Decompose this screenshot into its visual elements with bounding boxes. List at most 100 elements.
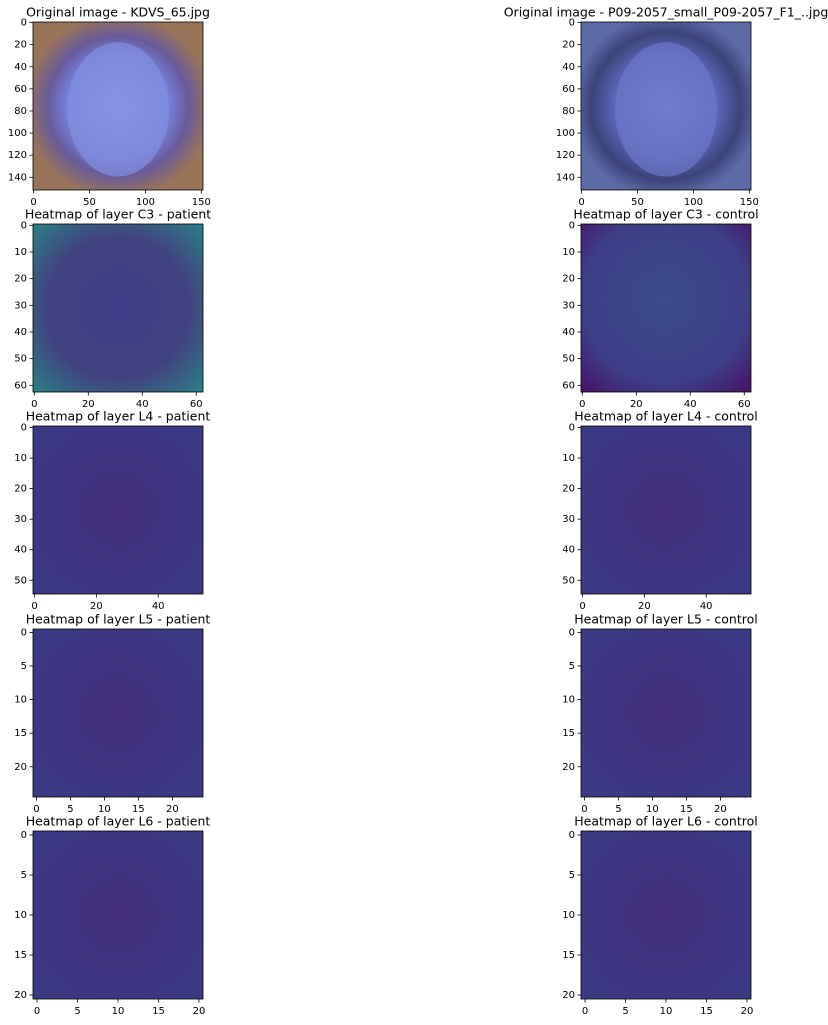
x-tick-label: 15 <box>132 804 145 815</box>
y-tick-label: 30 <box>14 514 27 525</box>
y-tick-label: 20 <box>562 990 575 1001</box>
panel-title: Original image - P09-2057_small_P09-2057… <box>504 5 828 20</box>
y-tick-label: 60 <box>562 84 575 95</box>
y-tick-label: 20 <box>14 990 27 1001</box>
image <box>581 831 751 999</box>
y-tick-label: 0 <box>21 627 27 638</box>
y-tick-label: 80 <box>562 106 575 117</box>
panel-title: Heatmap of layer L5 - control <box>574 612 757 627</box>
x-tick-label: 50 <box>631 197 644 208</box>
y-tick-label: 50 <box>14 354 27 365</box>
x-tick-label: 5 <box>67 804 73 815</box>
x-tick-label: 0 <box>34 1006 40 1017</box>
y-tick-label: 5 <box>21 661 27 672</box>
image <box>581 426 751 594</box>
y-tick-label: 60 <box>14 84 27 95</box>
y-tick-label: 20 <box>14 40 27 51</box>
image <box>33 629 203 797</box>
panel-title: Heatmap of layer C3 - patient <box>25 207 211 222</box>
image <box>581 224 751 392</box>
y-tick-label: 0 <box>569 423 575 434</box>
x-tick-label: 20 <box>714 804 727 815</box>
panel-title: Heatmap of layer L4 - control <box>574 409 757 424</box>
y-tick-label: 15 <box>562 728 575 739</box>
x-tick-label: 20 <box>193 1006 206 1017</box>
y-tick-label: 10 <box>562 453 575 464</box>
x-tick-label: 100 <box>136 197 155 208</box>
y-tick-label: 100 <box>8 128 27 139</box>
face <box>615 42 717 177</box>
y-tick-label: 0 <box>21 423 27 434</box>
x-tick-label: 0 <box>31 399 37 410</box>
y-tick-label: 40 <box>562 327 575 338</box>
y-tick-label: 10 <box>562 910 575 921</box>
x-tick-label: 10 <box>98 804 111 815</box>
y-tick-label: 120 <box>8 150 27 161</box>
panel-title: Heatmap of layer L5 - patient <box>26 612 211 627</box>
image <box>33 831 203 999</box>
y-tick-label: 20 <box>562 274 575 285</box>
x-tick-label: 5 <box>615 804 621 815</box>
y-tick-label: 0 <box>21 220 27 231</box>
x-tick-label: 40 <box>684 399 697 410</box>
x-tick-label: 0 <box>31 601 37 612</box>
y-tick-label: 30 <box>14 300 27 311</box>
y-tick-label: 40 <box>562 545 575 556</box>
y-tick-label: 10 <box>14 453 27 464</box>
x-tick-label: 0 <box>579 601 585 612</box>
y-tick-label: 0 <box>569 830 575 841</box>
x-tick-label: 0 <box>578 197 584 208</box>
y-tick-label: 20 <box>562 762 575 773</box>
image <box>33 426 203 594</box>
x-tick-label: 50 <box>83 197 96 208</box>
x-tick-label: 0 <box>30 197 36 208</box>
y-tick-label: 30 <box>562 300 575 311</box>
x-tick-label: 20 <box>630 399 643 410</box>
y-tick-label: 10 <box>14 695 27 706</box>
y-tick-label: 60 <box>14 380 27 391</box>
axes-frame <box>580 21 752 191</box>
y-tick-label: 20 <box>14 484 27 495</box>
axes-frame <box>32 223 204 393</box>
y-tick-label: 50 <box>14 575 27 586</box>
y-tick-label: 10 <box>562 695 575 706</box>
image <box>581 629 751 797</box>
x-tick-label: 10 <box>112 1006 125 1017</box>
y-tick-label: 30 <box>562 514 575 525</box>
x-tick-label: 0 <box>579 399 585 410</box>
face <box>67 42 169 177</box>
axes-frame <box>580 425 752 595</box>
y-tick-label: 10 <box>14 247 27 258</box>
y-tick-label: 40 <box>14 545 27 556</box>
y-tick-label: 0 <box>569 627 575 638</box>
y-tick-label: 15 <box>14 728 27 739</box>
y-tick-label: 15 <box>14 950 27 961</box>
y-tick-label: 100 <box>556 128 575 139</box>
x-tick-label: 40 <box>152 601 165 612</box>
x-tick-label: 20 <box>741 1006 754 1017</box>
x-tick-label: 0 <box>582 1006 588 1017</box>
x-tick-label: 10 <box>646 804 659 815</box>
y-tick-label: 20 <box>14 762 27 773</box>
y-tick-label: 40 <box>562 62 575 73</box>
y-tick-label: 5 <box>569 870 575 881</box>
y-tick-label: 40 <box>14 62 27 73</box>
y-tick-label: 140 <box>556 172 575 183</box>
y-tick-label: 120 <box>556 150 575 161</box>
x-tick-label: 20 <box>638 601 651 612</box>
axes-frame <box>580 223 752 393</box>
y-tick-label: 20 <box>562 484 575 495</box>
y-tick-label: 5 <box>21 870 27 881</box>
x-tick-label: 15 <box>152 1006 165 1017</box>
y-tick-label: 0 <box>569 220 575 231</box>
y-tick-label: 10 <box>562 247 575 258</box>
y-tick-label: 140 <box>8 172 27 183</box>
axes-frame <box>32 21 204 191</box>
x-tick-label: 5 <box>74 1006 80 1017</box>
x-tick-label: 150 <box>192 197 211 208</box>
y-tick-label: 80 <box>14 106 27 117</box>
axes-frame <box>580 628 752 798</box>
panel-title: Original image - KDVS_65.jpg <box>26 5 210 20</box>
x-tick-label: 60 <box>738 399 751 410</box>
panel-title: Heatmap of layer L6 - control <box>574 814 757 829</box>
